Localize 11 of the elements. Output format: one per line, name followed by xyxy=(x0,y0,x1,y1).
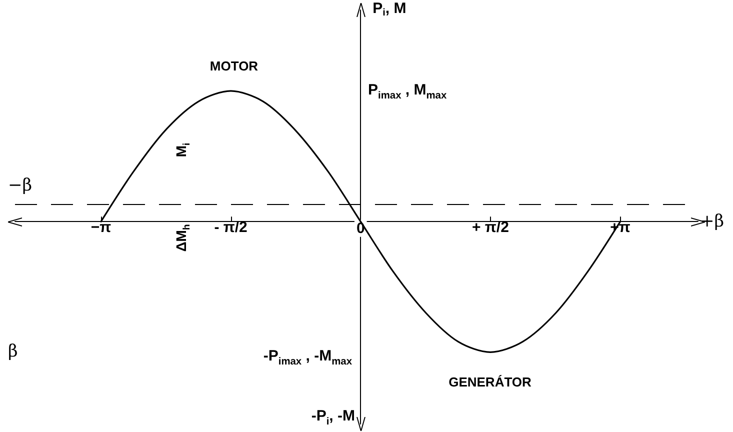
text: -P$_{i}$, -M xyxy=(311,407,355,428)
annotation: −β xyxy=(8,176,32,196)
x-tick-label: - π/2 xyxy=(214,218,248,236)
x-axis-title: +β xyxy=(700,212,724,232)
text: GENERÁTOR xyxy=(448,374,532,390)
x-tick-label: −π xyxy=(90,218,112,236)
x-tick-label: + π/2 xyxy=(472,218,509,236)
text: MOTOR xyxy=(210,58,258,74)
annotation: P$_{imax}$ , M$_{max}$ xyxy=(368,81,447,102)
annotation: -P$_{imax}$ , -M$_{max}$ xyxy=(263,347,352,368)
annotation: β xyxy=(8,342,18,362)
